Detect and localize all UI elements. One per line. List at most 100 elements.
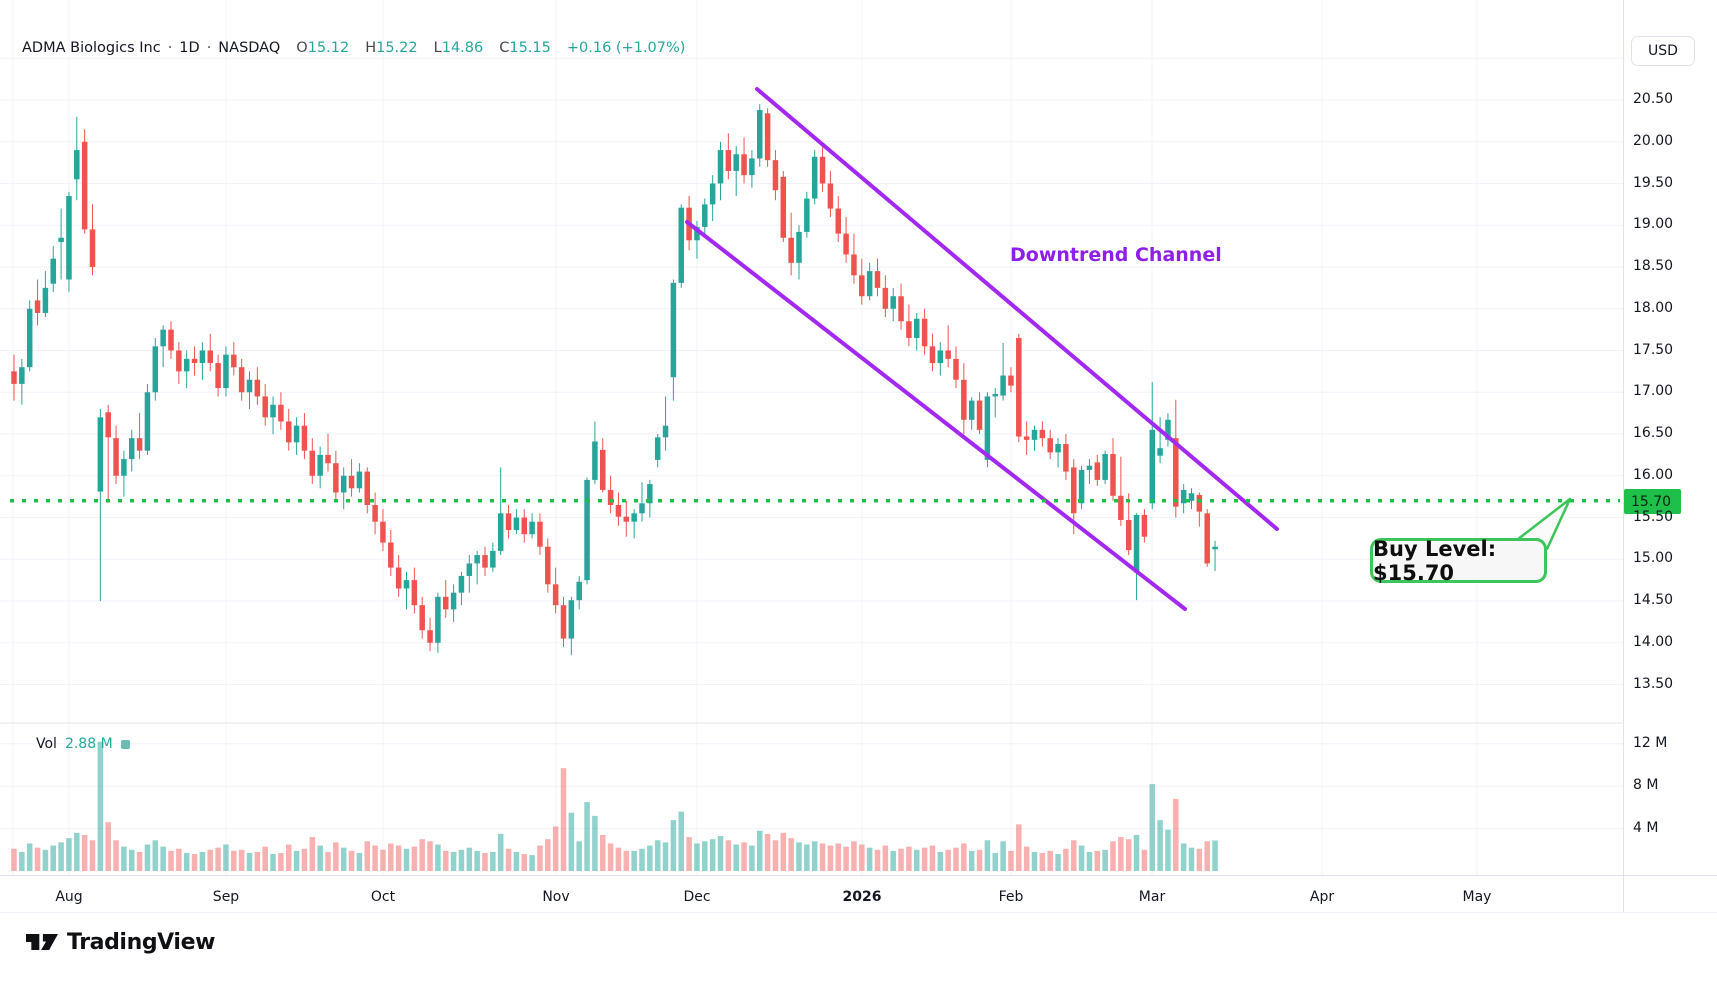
volume-bar (262, 846, 268, 871)
tradingview-logo[interactable]: TradingView (26, 929, 215, 955)
volume-bar (631, 850, 637, 871)
volume-bar (113, 840, 119, 871)
volume-bar (1133, 834, 1140, 871)
candle-body (238, 367, 245, 393)
interval-label[interactable]: 1D (179, 40, 200, 56)
candle-body (419, 605, 425, 631)
candle-body (843, 233, 849, 255)
candle-body (482, 555, 488, 568)
candle-body (11, 371, 17, 384)
candle-body (1000, 375, 1006, 396)
candle-body (992, 393, 998, 397)
candle-body (113, 438, 119, 476)
buy-level-price-tag: 15.70 (1624, 489, 1681, 514)
candle-body (270, 404, 276, 418)
buy-level-callout-text: Buy Level: $15.70 (1373, 536, 1497, 585)
volume-bar (772, 840, 779, 871)
volume-bar (1118, 837, 1124, 871)
volume-bar (97, 741, 104, 871)
candle-body (733, 154, 739, 171)
candle-body (136, 438, 143, 451)
exchange-label[interactable]: NASDAQ (218, 40, 281, 56)
candle-body (1086, 465, 1093, 470)
buy-level-callout[interactable]: Buy Level: $15.70 (1370, 536, 1547, 585)
volume-bar (866, 847, 873, 871)
volume-bar (1000, 841, 1006, 871)
currency-button[interactable]: USD (1631, 36, 1695, 66)
downtrend-channel-label[interactable]: Downtrend Channel (1010, 244, 1222, 266)
candle-body (317, 454, 323, 476)
candle-body (1063, 444, 1069, 472)
volume-bar (921, 847, 928, 871)
volume-bar (89, 840, 96, 871)
candle-body (851, 254, 857, 276)
time-axis-separator (0, 875, 1717, 876)
volume-bars (11, 741, 1218, 871)
candle-body (58, 237, 64, 242)
candle-body (411, 580, 418, 606)
time-tick-label-2026: 2026 (842, 889, 882, 905)
candle-body (749, 158, 755, 176)
price-tick-label: 15.00 (1633, 550, 1674, 567)
volume-bar (380, 849, 386, 871)
downtrend-channel-lower[interactable] (685, 220, 1187, 611)
volume-bar (678, 811, 684, 871)
candle-body (1212, 546, 1218, 550)
time-axis-bottom-border (0, 912, 1717, 913)
candle-body (521, 517, 527, 535)
candle-body (914, 318, 920, 338)
time-tick-label-feb: Feb (998, 889, 1024, 905)
candle-body (592, 441, 598, 480)
symbol-legend: ADMA Biologics Inc · 1D · NASDAQ O15.12 … (22, 40, 685, 56)
candle-body (207, 350, 213, 364)
volume-bar (42, 849, 49, 871)
volume-bar (1157, 820, 1163, 871)
candle-body (780, 176, 787, 238)
volume-bar (301, 848, 308, 871)
candle-body (662, 425, 669, 438)
candle-body (600, 449, 606, 490)
candle-body (427, 630, 433, 643)
candle-body (1141, 514, 1148, 537)
candle-body (505, 513, 512, 531)
candle-body (1204, 513, 1210, 564)
volume-tick-label: 8 M (1633, 777, 1659, 794)
symbol-title[interactable]: ADMA Biologics Inc (22, 40, 161, 56)
volume-bar (144, 844, 151, 871)
downtrend-channel-upper[interactable] (755, 87, 1279, 531)
candle-body (1039, 429, 1046, 439)
candle-body (882, 287, 889, 309)
volume-bar (521, 854, 527, 871)
volume-bar (529, 855, 535, 871)
candle-body (654, 437, 661, 460)
volume-bar (333, 842, 339, 871)
candle-body (1055, 444, 1061, 453)
candle-body (1094, 462, 1101, 480)
volume-bar (584, 802, 590, 871)
volume-bar (1094, 850, 1101, 871)
volume-bar (513, 851, 520, 871)
candle-body (325, 454, 331, 464)
price-tick-label: 17.50 (1633, 341, 1674, 358)
volume-bar (1078, 845, 1085, 871)
candle-body (937, 350, 944, 364)
volume-bar (819, 843, 826, 871)
volume-bar (505, 848, 512, 871)
volume-bar (1008, 850, 1014, 871)
price-tick-label: 20.50 (1633, 91, 1674, 107)
volume-bar (914, 849, 920, 871)
volume-bar (600, 834, 606, 871)
volume-bar (709, 839, 716, 871)
volume-bar (293, 850, 300, 871)
volume-bar (482, 852, 488, 871)
candle-body (545, 546, 551, 585)
volume-bar (278, 852, 284, 871)
volume-bar (348, 850, 355, 871)
volume-bar (851, 841, 857, 871)
volume-bar (1031, 851, 1038, 871)
volume-bar (976, 849, 983, 871)
open-value: O15.12 (296, 40, 350, 56)
candle-body (309, 450, 316, 476)
candle-body (953, 358, 959, 380)
